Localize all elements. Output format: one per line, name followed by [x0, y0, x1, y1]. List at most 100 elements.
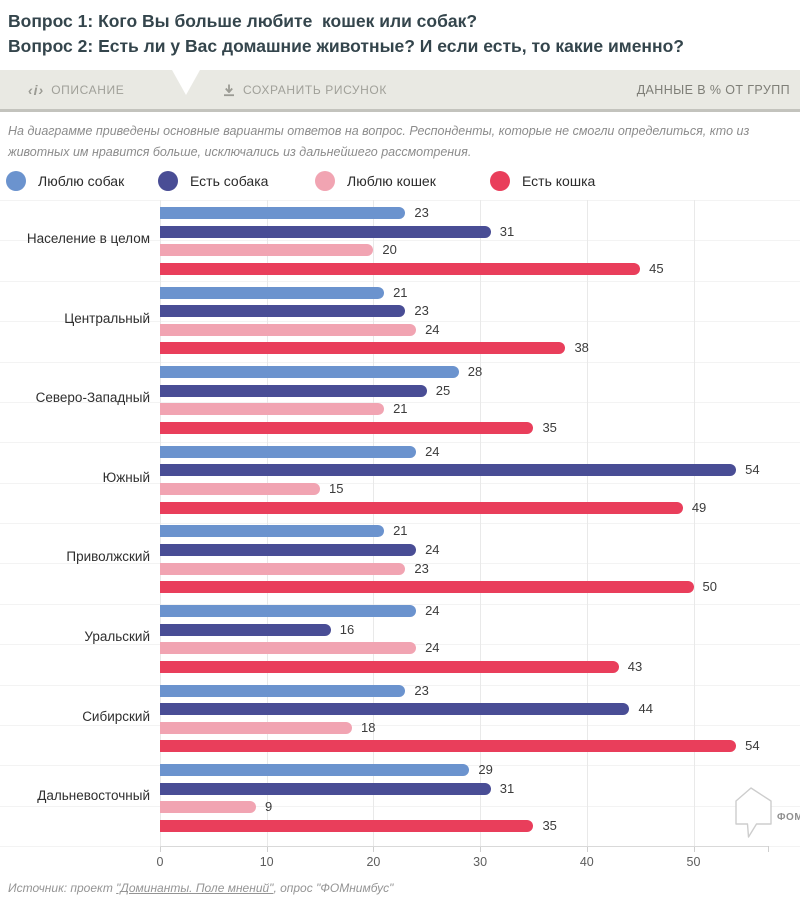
bar-have-cat[interactable] [160, 581, 694, 594]
title-block: Вопрос 1: Кого Вы больше любите кошек ил… [0, 0, 800, 70]
axis-tick [373, 846, 375, 852]
bar-value-label: 31 [499, 223, 515, 239]
bar-value-label: 38 [574, 340, 589, 356]
bar-love-cats[interactable] [160, 642, 417, 655]
gridline-horizontal [0, 603, 800, 605]
bar-value-label: 54 [745, 738, 760, 754]
bar-love-dogs[interactable] [160, 445, 417, 458]
legend-item-love-dogs[interactable]: Люблю собак [6, 170, 124, 192]
bar-love-dogs[interactable] [160, 525, 385, 538]
axis-tick-label: 40 [579, 855, 594, 869]
axis-tick-label: 30 [473, 855, 488, 869]
axis-line [160, 846, 768, 847]
category-label: Северо-Западный [35, 390, 150, 406]
axis-tick [480, 846, 482, 852]
bar-value-label: 35 [542, 420, 557, 435]
axis-tick-label: 50 [686, 855, 701, 869]
bar-have-dog[interactable] [160, 384, 427, 397]
gridline-horizontal [0, 401, 800, 403]
bar-have-cat[interactable] [160, 820, 534, 832]
legend-dot-love-dogs [6, 171, 26, 191]
category-label: Приволжский [66, 549, 150, 565]
bar-have-cat[interactable] [160, 422, 534, 434]
bar-value-label: 23 [414, 303, 429, 319]
bar-value-label: 20 [382, 242, 397, 258]
description-button-label: ОПИСАНИЕ [51, 82, 125, 97]
legend-dot-have-dog [158, 171, 178, 191]
bar-love-dogs[interactable] [160, 366, 459, 379]
gridline-vertical [160, 200, 161, 846]
description-button[interactable]: ‹i› ОПИСАНИЕ [28, 70, 124, 109]
gridline-horizontal [0, 442, 800, 444]
bar-value-label: 25 [435, 382, 451, 398]
bar-value-label: 50 [702, 579, 717, 595]
bar-value-label: 28 [467, 364, 483, 380]
bar-love-dogs[interactable] [160, 684, 406, 697]
source-prefix: Источник: проект [8, 881, 117, 895]
bar-love-cats[interactable] [160, 403, 385, 416]
gridline-horizontal [0, 321, 800, 323]
gridline-horizontal [0, 200, 800, 201]
bar-love-dogs[interactable] [160, 286, 385, 299]
bar-have-cat[interactable] [160, 660, 619, 673]
legend-item-have-dog[interactable]: Есть собака [158, 170, 268, 192]
units-label: ДАННЫЕ В % ОТ ГРУПП [636, 82, 790, 97]
download-icon [222, 83, 236, 97]
toolbar: ‹i› ОПИСАНИЕ СОХРАНИТЬ РИСУНОК ДАННЫЕ В … [0, 70, 800, 112]
legend-dot-have-cat [490, 171, 510, 191]
bar-love-cats[interactable] [160, 801, 257, 814]
bar-value-label: 54 [745, 462, 760, 478]
bar-have-dog[interactable] [160, 623, 331, 636]
bar-love-cats[interactable] [160, 483, 321, 495]
bar-have-dog[interactable] [160, 464, 737, 477]
bar-love-cats[interactable] [160, 721, 353, 734]
axis-tick [266, 846, 268, 852]
axis-tick [160, 846, 161, 852]
bar-have-dog[interactable] [160, 544, 417, 556]
bar-value-label: 24 [425, 321, 440, 337]
gridline-vertical [373, 200, 375, 846]
axis-tick [693, 846, 695, 852]
bar-love-dogs[interactable] [160, 605, 417, 617]
source-line: Источник: проект "Доминанты. Поле мнений… [8, 881, 393, 895]
legend-label: Есть кошка [522, 173, 596, 189]
bar-value-label: 24 [425, 603, 440, 618]
bar-have-cat[interactable] [160, 740, 737, 753]
category-label: Население в целом [26, 231, 150, 246]
gridline-horizontal [0, 280, 800, 282]
gridline-horizontal [0, 482, 800, 484]
bar-love-cats[interactable] [160, 323, 417, 336]
bar-value-label: 44 [638, 701, 653, 717]
save-image-button[interactable]: СОХРАНИТЬ РИСУНОК [222, 70, 387, 109]
bar-value-label: 18 [361, 719, 376, 735]
chart-note: На диаграмме приведены основные варианты… [8, 124, 750, 159]
bar-have-dog[interactable] [160, 703, 630, 716]
page-title-line-1: Вопрос 1: Кого Вы больше любите кошек ил… [8, 11, 478, 31]
legend-item-love-cats[interactable]: Люблю кошек [315, 170, 436, 192]
bar-have-cat[interactable] [160, 262, 641, 275]
fom-logo-text: ФОМ [777, 811, 800, 823]
source-link[interactable]: "Доминанты. Поле мнений" [116, 881, 274, 895]
category-label: Южный [102, 469, 150, 485]
bar-have-dog[interactable] [160, 225, 491, 238]
gridline-vertical [480, 200, 482, 846]
bar-value-label: 43 [627, 658, 643, 674]
bar-have-dog[interactable] [160, 782, 491, 795]
bar-love-cats[interactable] [160, 244, 374, 257]
bar-have-dog[interactable] [160, 305, 406, 318]
bar-have-cat[interactable] [160, 342, 566, 355]
legend-item-have-cat[interactable]: Есть кошка [490, 170, 595, 192]
bar-have-cat[interactable] [160, 501, 683, 514]
axis-tick-label: 10 [259, 855, 274, 869]
code-icon: ‹i› [28, 81, 45, 98]
save-image-button-label: СОХРАНИТЬ РИСУНОК [243, 82, 387, 97]
gridline-vertical [266, 200, 268, 846]
bar-love-dogs[interactable] [160, 764, 470, 777]
category-label: Сибирский [82, 708, 150, 724]
legend-label: Люблю собак [38, 173, 125, 189]
bar-value-label: 45 [649, 260, 664, 276]
bar-love-dogs[interactable] [160, 207, 406, 219]
bar-value-label: 15 [329, 481, 344, 496]
bar-love-cats[interactable] [160, 562, 406, 575]
